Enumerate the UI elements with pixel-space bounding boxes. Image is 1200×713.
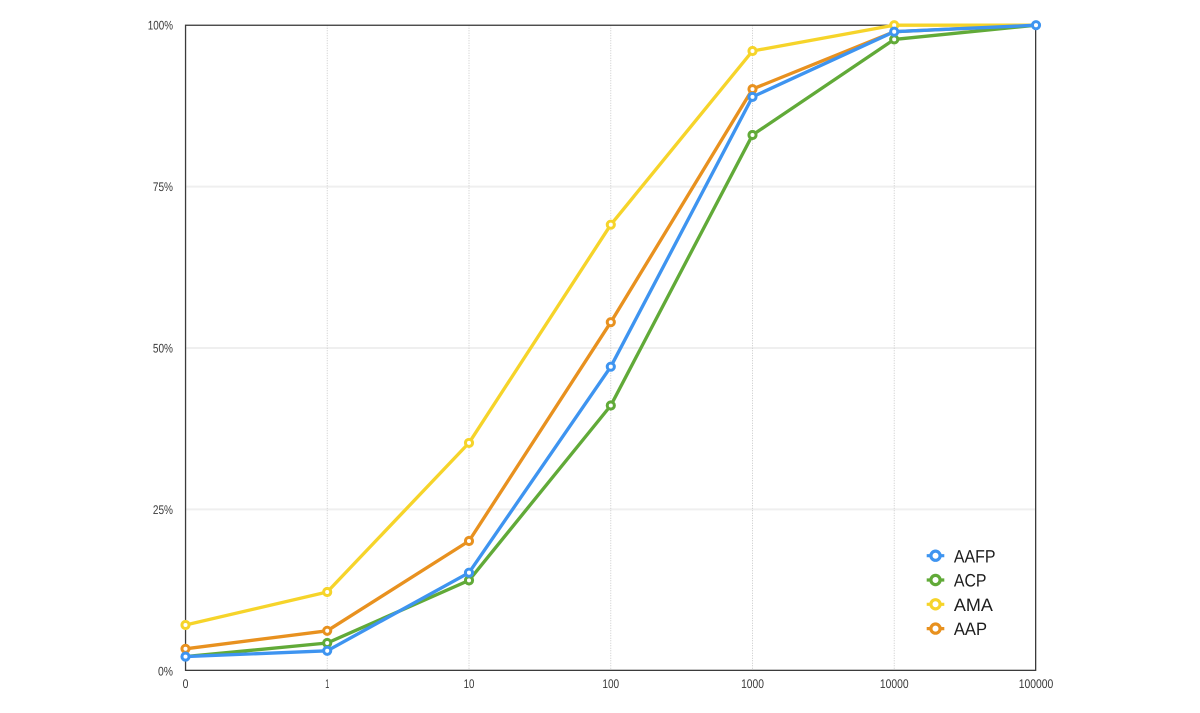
svg-text:100000: 100000 (1019, 677, 1054, 691)
svg-text:75%: 75% (153, 180, 173, 194)
svg-text:0: 0 (183, 677, 189, 691)
svg-text:10000: 10000 (880, 677, 909, 691)
svg-text:1000: 1000 (741, 677, 764, 691)
svg-text:1: 1 (325, 677, 329, 691)
svg-text:10: 10 (464, 677, 475, 691)
svg-text:25%: 25% (153, 503, 173, 517)
svg-text:ACP: ACP (954, 571, 987, 591)
svg-text:AAFP: AAFP (954, 546, 996, 566)
svg-text:AAP: AAP (954, 619, 987, 639)
svg-text:100%: 100% (148, 19, 173, 33)
svg-text:100: 100 (602, 677, 619, 691)
svg-text:0%: 0% (158, 664, 173, 678)
svg-text:50%: 50% (153, 342, 173, 356)
svg-text:AMA: AMA (954, 595, 993, 615)
